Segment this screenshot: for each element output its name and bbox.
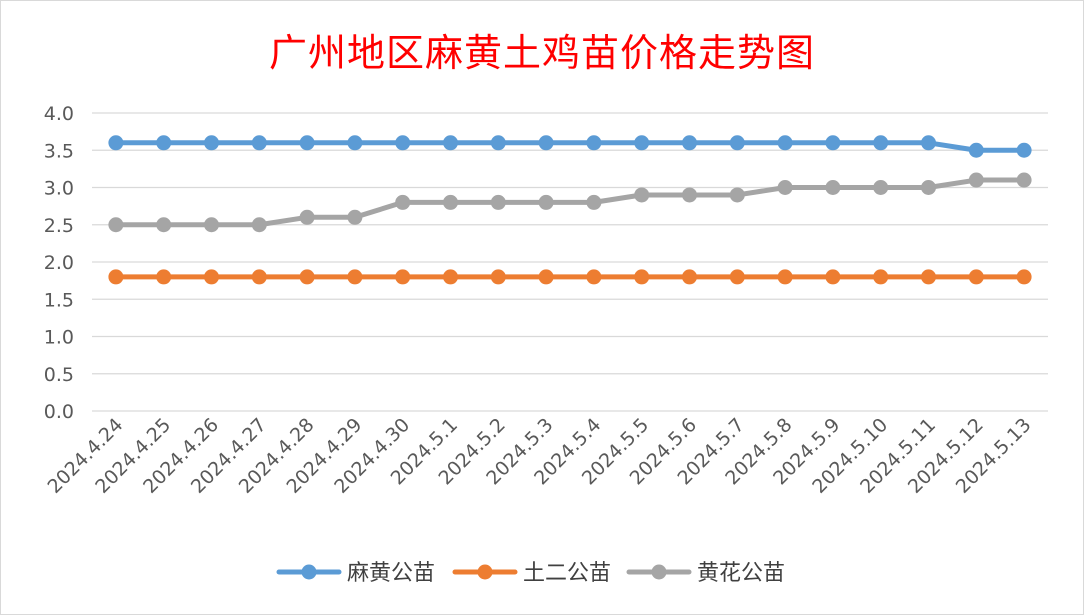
y-tick-label: 0.5 (44, 364, 74, 386)
data-point (538, 269, 554, 285)
data-point (1016, 172, 1032, 188)
data-point (921, 180, 936, 195)
series-lines (108, 135, 1032, 285)
chart-title: 广州地区麻黄土鸡苗价格走势图 (268, 31, 815, 75)
data-point (395, 135, 411, 151)
data-point (347, 209, 363, 225)
data-point (634, 187, 650, 203)
legend-label: 土二公苗 (523, 561, 611, 586)
data-point (968, 172, 984, 188)
legend-marker (301, 564, 317, 580)
legend-marker (651, 564, 667, 580)
y-tick-label: 3.5 (44, 140, 74, 162)
data-point (490, 194, 506, 210)
y-tick-label: 2.5 (44, 215, 74, 237)
data-point (634, 269, 650, 285)
data-point (204, 269, 219, 285)
legend-marker (477, 564, 493, 580)
legend: 麻黄公苗 土二公苗 黄花公苗 (276, 561, 785, 586)
data-point (156, 217, 172, 233)
data-point (729, 135, 745, 151)
gridlines (92, 112, 1048, 412)
data-point (777, 269, 793, 285)
data-point (538, 194, 554, 210)
data-point (108, 269, 124, 285)
legend-label: 麻黄公苗 (347, 561, 435, 586)
data-point (921, 135, 936, 151)
data-point (347, 269, 363, 285)
y-tick-label: 2.0 (44, 252, 74, 274)
data-point (299, 209, 315, 225)
data-point (968, 142, 984, 158)
data-point (825, 135, 841, 151)
y-tick-label: 3.0 (44, 178, 74, 200)
data-point (538, 135, 554, 151)
y-axis-ticks: 0.0 0.5 1.0 1.5 2.0 2.5 3.0 3.5 4.0 (44, 103, 74, 423)
data-point (443, 194, 458, 210)
data-point (251, 135, 267, 151)
data-point (873, 135, 889, 151)
data-point (777, 135, 793, 151)
data-point (299, 135, 315, 151)
y-tick-label: 1.5 (44, 289, 74, 311)
data-point (108, 135, 124, 151)
data-point (968, 269, 984, 285)
y-tick-label: 0.0 (44, 401, 74, 423)
data-point (490, 269, 506, 285)
data-point (347, 135, 363, 151)
data-point (682, 187, 697, 203)
data-point (873, 180, 889, 195)
data-point (156, 269, 172, 285)
data-point (251, 269, 267, 285)
data-point (586, 135, 602, 151)
data-point (156, 135, 172, 151)
data-point (395, 269, 411, 285)
data-point (204, 135, 219, 151)
data-point (395, 194, 411, 210)
data-point (1016, 269, 1032, 285)
series-line (113, 177, 1027, 228)
legend-label: 黄花公苗 (697, 561, 785, 586)
data-point (825, 269, 841, 285)
series-line (113, 140, 1027, 153)
data-point (825, 180, 841, 195)
data-point (682, 269, 697, 285)
data-point (108, 217, 124, 233)
data-point (299, 269, 315, 285)
data-point (251, 217, 267, 233)
data-point (443, 135, 458, 151)
y-tick-label: 1.0 (44, 327, 74, 349)
y-tick-label: 4.0 (44, 103, 74, 125)
data-point (777, 180, 793, 195)
data-point (586, 269, 602, 285)
x-axis-ticks: 2024.4.242024.4.252024.4.262024.4.272024… (43, 414, 1035, 498)
data-point (729, 187, 745, 203)
data-point (873, 269, 889, 285)
data-point (204, 217, 219, 233)
data-point (586, 194, 602, 210)
data-point (1016, 142, 1032, 158)
data-point (682, 135, 697, 151)
data-point (634, 135, 650, 151)
data-point (921, 269, 936, 285)
data-point (490, 135, 506, 151)
data-point (443, 269, 458, 285)
data-point (729, 269, 745, 285)
